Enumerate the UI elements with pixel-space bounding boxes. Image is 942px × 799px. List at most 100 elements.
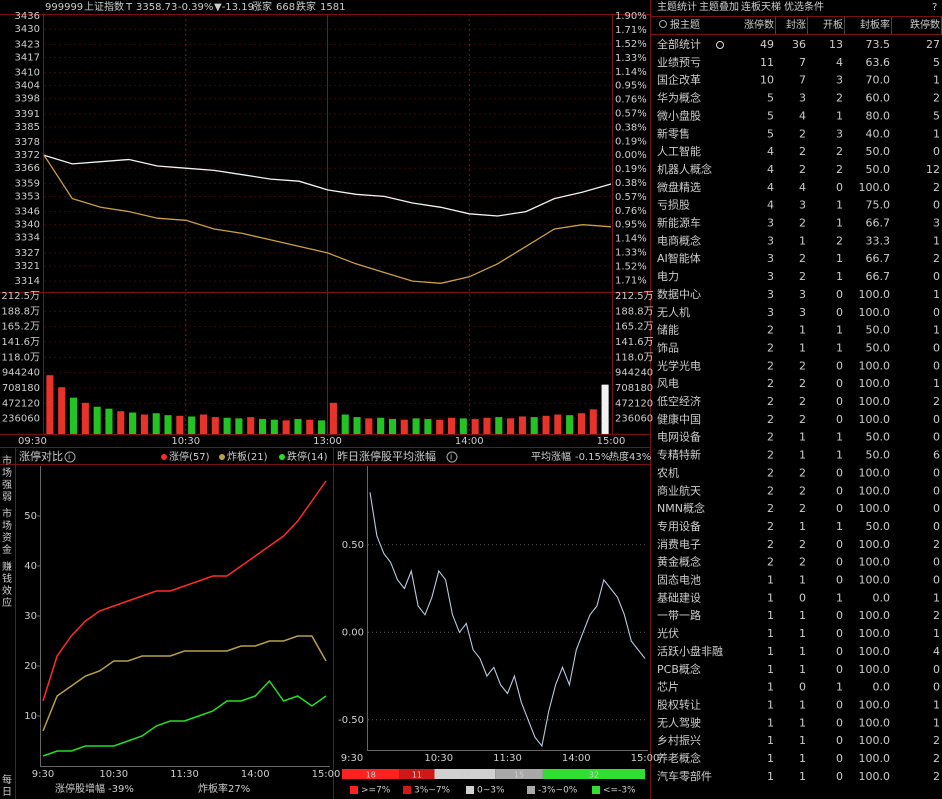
table-cell: 40.0: [866, 127, 891, 140]
table-cell: 2: [799, 163, 806, 176]
y-tick-label: 3340: [15, 220, 40, 231]
y-tick-label: 3366: [15, 163, 40, 174]
side-tab[interactable]: 赚钱效应: [2, 560, 12, 609]
table-cell[interactable]: 光学光电: [657, 358, 701, 372]
table-cell[interactable]: 微小盘股: [657, 108, 701, 122]
table-cell[interactable]: 新零售: [657, 126, 690, 140]
tab[interactable]: 优选条件: [784, 0, 824, 13]
table-cell[interactable]: 人工智能: [657, 144, 701, 158]
table-cell[interactable]: 机器人概念: [657, 162, 712, 176]
info-icon[interactable]: [64, 451, 76, 463]
header-down-label: 跌家: [296, 0, 316, 13]
table-cell[interactable]: 基础建设: [657, 590, 701, 604]
y-tick-label: 3423: [15, 39, 40, 50]
volume-bar: [46, 375, 54, 434]
table-cell[interactable]: 微盘精选: [657, 180, 701, 194]
table-cell[interactable]: 固态电池: [657, 574, 701, 587]
table-cell[interactable]: 健康中国: [657, 412, 701, 426]
table-cell[interactable]: 芯片: [657, 680, 679, 694]
table-cell[interactable]: 乡村振兴: [657, 733, 701, 747]
table-cell[interactable]: 黄金概念: [657, 555, 701, 569]
table-cell: 0: [836, 395, 843, 408]
side-tab[interactable]: 市场资金: [2, 507, 12, 556]
table-cell[interactable]: 全部统计: [657, 37, 701, 51]
table-cell[interactable]: 数据中心: [657, 287, 701, 301]
table-cell[interactable]: 股权转让: [657, 697, 701, 711]
table-cell: 3: [767, 288, 774, 301]
table-cell[interactable]: 专精特新: [657, 448, 701, 462]
table-cell[interactable]: 电力: [657, 270, 679, 283]
table-cell[interactable]: 电商概念: [657, 233, 701, 247]
column-header[interactable]: 报主题: [670, 18, 700, 31]
volume-bar: [341, 414, 349, 434]
tab[interactable]: ?: [932, 2, 937, 13]
y2-tick-label: 1.14%: [615, 67, 647, 78]
column-header[interactable]: 跌停数: [910, 18, 940, 31]
table-cell: 3: [767, 252, 774, 265]
table-cell[interactable]: 无人机: [657, 305, 690, 319]
x-tick-label: 13:00: [313, 436, 342, 447]
table-cell[interactable]: 亏损股: [657, 198, 690, 212]
volume-bar: [93, 406, 101, 434]
table-cell[interactable]: PCB概念: [657, 662, 701, 676]
side-tab[interactable]: 市场强弱: [2, 454, 12, 503]
y2-tick-label: 0.57%: [615, 192, 647, 203]
table-cell: 1: [799, 609, 806, 622]
tab[interactable]: 主题叠加: [699, 1, 739, 13]
legend-dot: [219, 454, 225, 460]
table-cell: 100.0: [859, 663, 891, 676]
table-cell: 3: [799, 288, 806, 301]
table-cell: 1: [933, 288, 940, 301]
column-header[interactable]: 涨停数: [744, 18, 774, 31]
y2-tick-label: 0.38%: [615, 122, 647, 133]
table-cell: 4: [836, 56, 843, 69]
info-icon[interactable]: [446, 451, 458, 463]
table-cell[interactable]: 农机: [657, 465, 679, 479]
column-header[interactable]: 封涨: [786, 18, 806, 31]
column-header[interactable]: 封板率: [860, 18, 890, 31]
table-cell[interactable]: 光伏: [657, 626, 679, 640]
table-cell[interactable]: NMN概念: [657, 501, 705, 515]
side-tab[interactable]: 每日: [2, 773, 12, 798]
table-cell[interactable]: 无人驾驶: [657, 715, 701, 729]
table-cell[interactable]: 养老概念: [657, 751, 701, 765]
volume-bar: [58, 387, 66, 434]
segment-label: 15: [514, 771, 524, 780]
table-cell: 1: [799, 770, 806, 783]
table-cell: 1: [836, 341, 843, 354]
volume-bar: [105, 408, 113, 434]
table-cell[interactable]: 华为概念: [657, 91, 701, 105]
table-cell[interactable]: 风电: [657, 377, 679, 390]
column-header[interactable]: 开板: [823, 18, 843, 31]
tab[interactable]: 连板天梯: [741, 0, 781, 13]
table-cell[interactable]: 储能: [657, 323, 679, 337]
table-cell: 100.0: [859, 288, 891, 301]
table-cell[interactable]: 一带一路: [657, 609, 701, 622]
table-cell: 3: [767, 234, 774, 247]
table-cell[interactable]: 活跃小盘非融: [657, 644, 723, 658]
table-cell[interactable]: 消费电子: [657, 537, 701, 551]
table-cell: 3: [836, 74, 843, 87]
search-icon[interactable]: [659, 20, 667, 28]
table-cell[interactable]: 饰品: [657, 340, 679, 354]
table-cell[interactable]: 汽车零部件: [657, 769, 712, 783]
table-cell[interactable]: 低空经济: [657, 394, 701, 408]
table-cell: 2: [799, 217, 806, 230]
y-tick-label: 944240: [2, 368, 40, 379]
table-cell[interactable]: 新能源车: [657, 216, 701, 230]
table-cell[interactable]: 国企改革: [657, 73, 701, 87]
table-cell[interactable]: 商业航天: [657, 483, 701, 497]
table-cell: 50.0: [866, 145, 891, 158]
table-cell: 73.5: [866, 38, 891, 51]
table-cell: 100.0: [859, 645, 891, 658]
volume-bar: [400, 419, 408, 434]
table-cell: 3: [767, 217, 774, 230]
table-cell[interactable]: 业绩预亏: [657, 56, 701, 69]
tab[interactable]: 主题统计: [657, 0, 697, 13]
y-tick-label: 3385: [15, 122, 40, 133]
table-cell: 0: [836, 377, 843, 390]
table-cell[interactable]: 专用设备: [657, 519, 701, 533]
y-tick-label: 3436: [15, 11, 40, 22]
table-cell[interactable]: 电网设备: [657, 430, 701, 444]
table-cell[interactable]: AI智能体: [657, 251, 701, 265]
